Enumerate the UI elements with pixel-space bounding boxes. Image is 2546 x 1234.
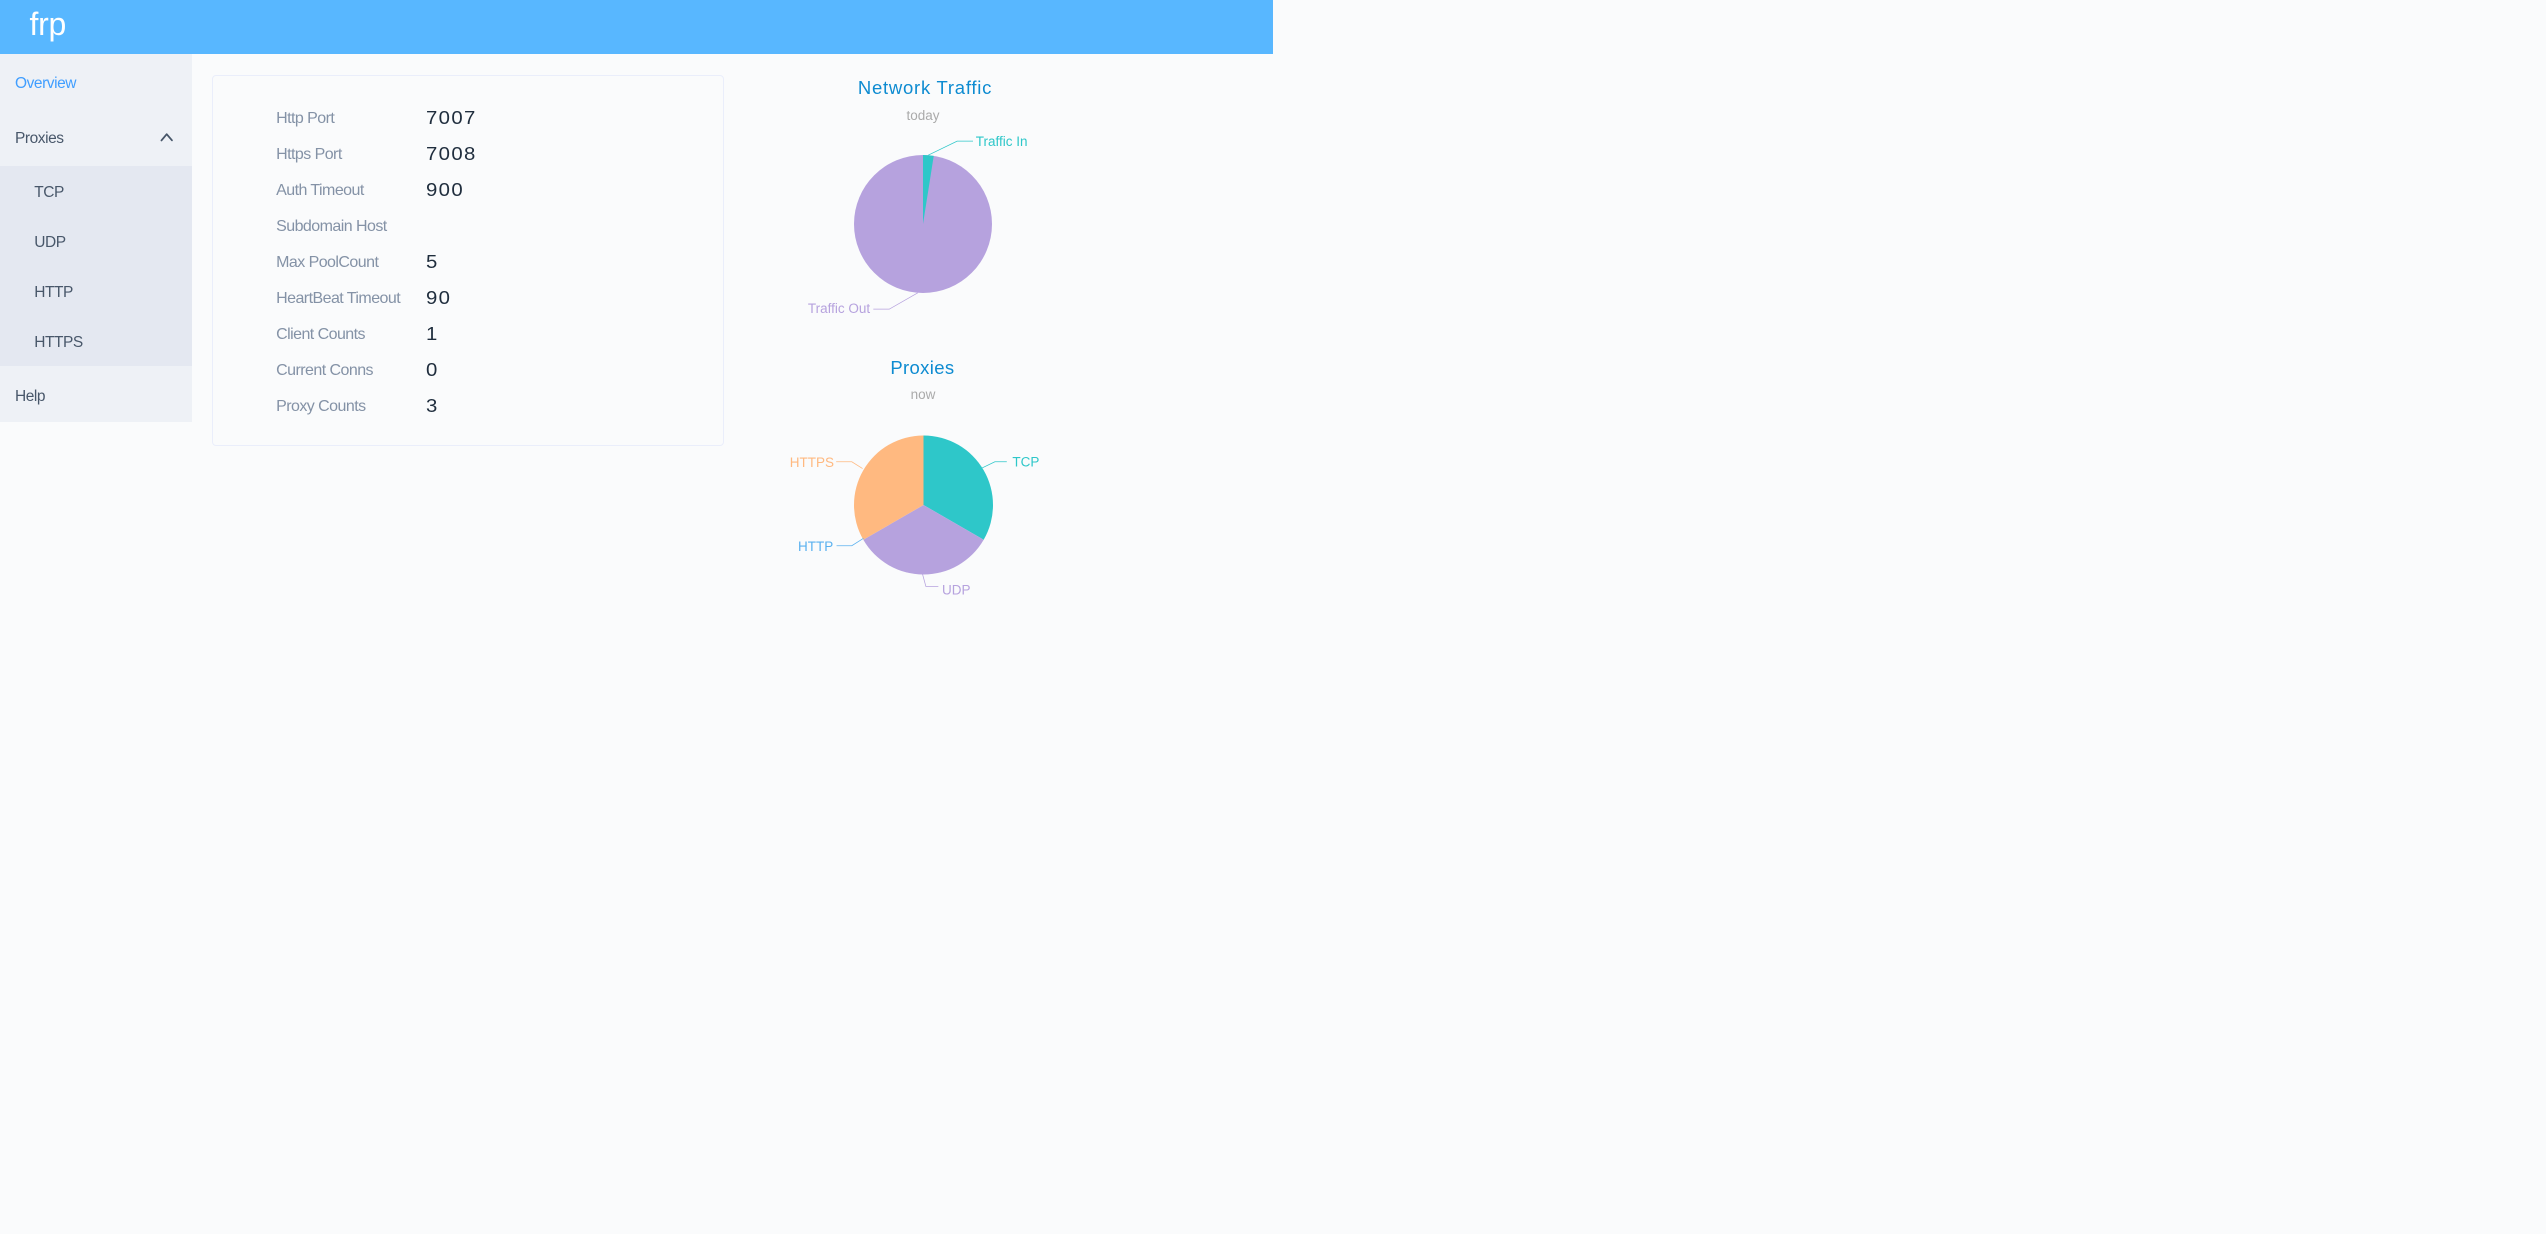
svg-text:TCP: TCP: [1012, 454, 1039, 469]
svg-text:HTTPS: HTTPS: [790, 455, 834, 470]
svg-text:now: now: [911, 387, 936, 402]
svg-text:Proxies: Proxies: [890, 357, 954, 378]
svg-text:Network Traffic: Network Traffic: [858, 77, 992, 98]
svg-text:UDP: UDP: [942, 583, 971, 598]
svg-text:today: today: [906, 108, 939, 123]
svg-text:Traffic In: Traffic In: [976, 134, 1028, 149]
svg-text:HTTP: HTTP: [798, 539, 833, 554]
svg-text:Traffic Out: Traffic Out: [808, 301, 871, 316]
